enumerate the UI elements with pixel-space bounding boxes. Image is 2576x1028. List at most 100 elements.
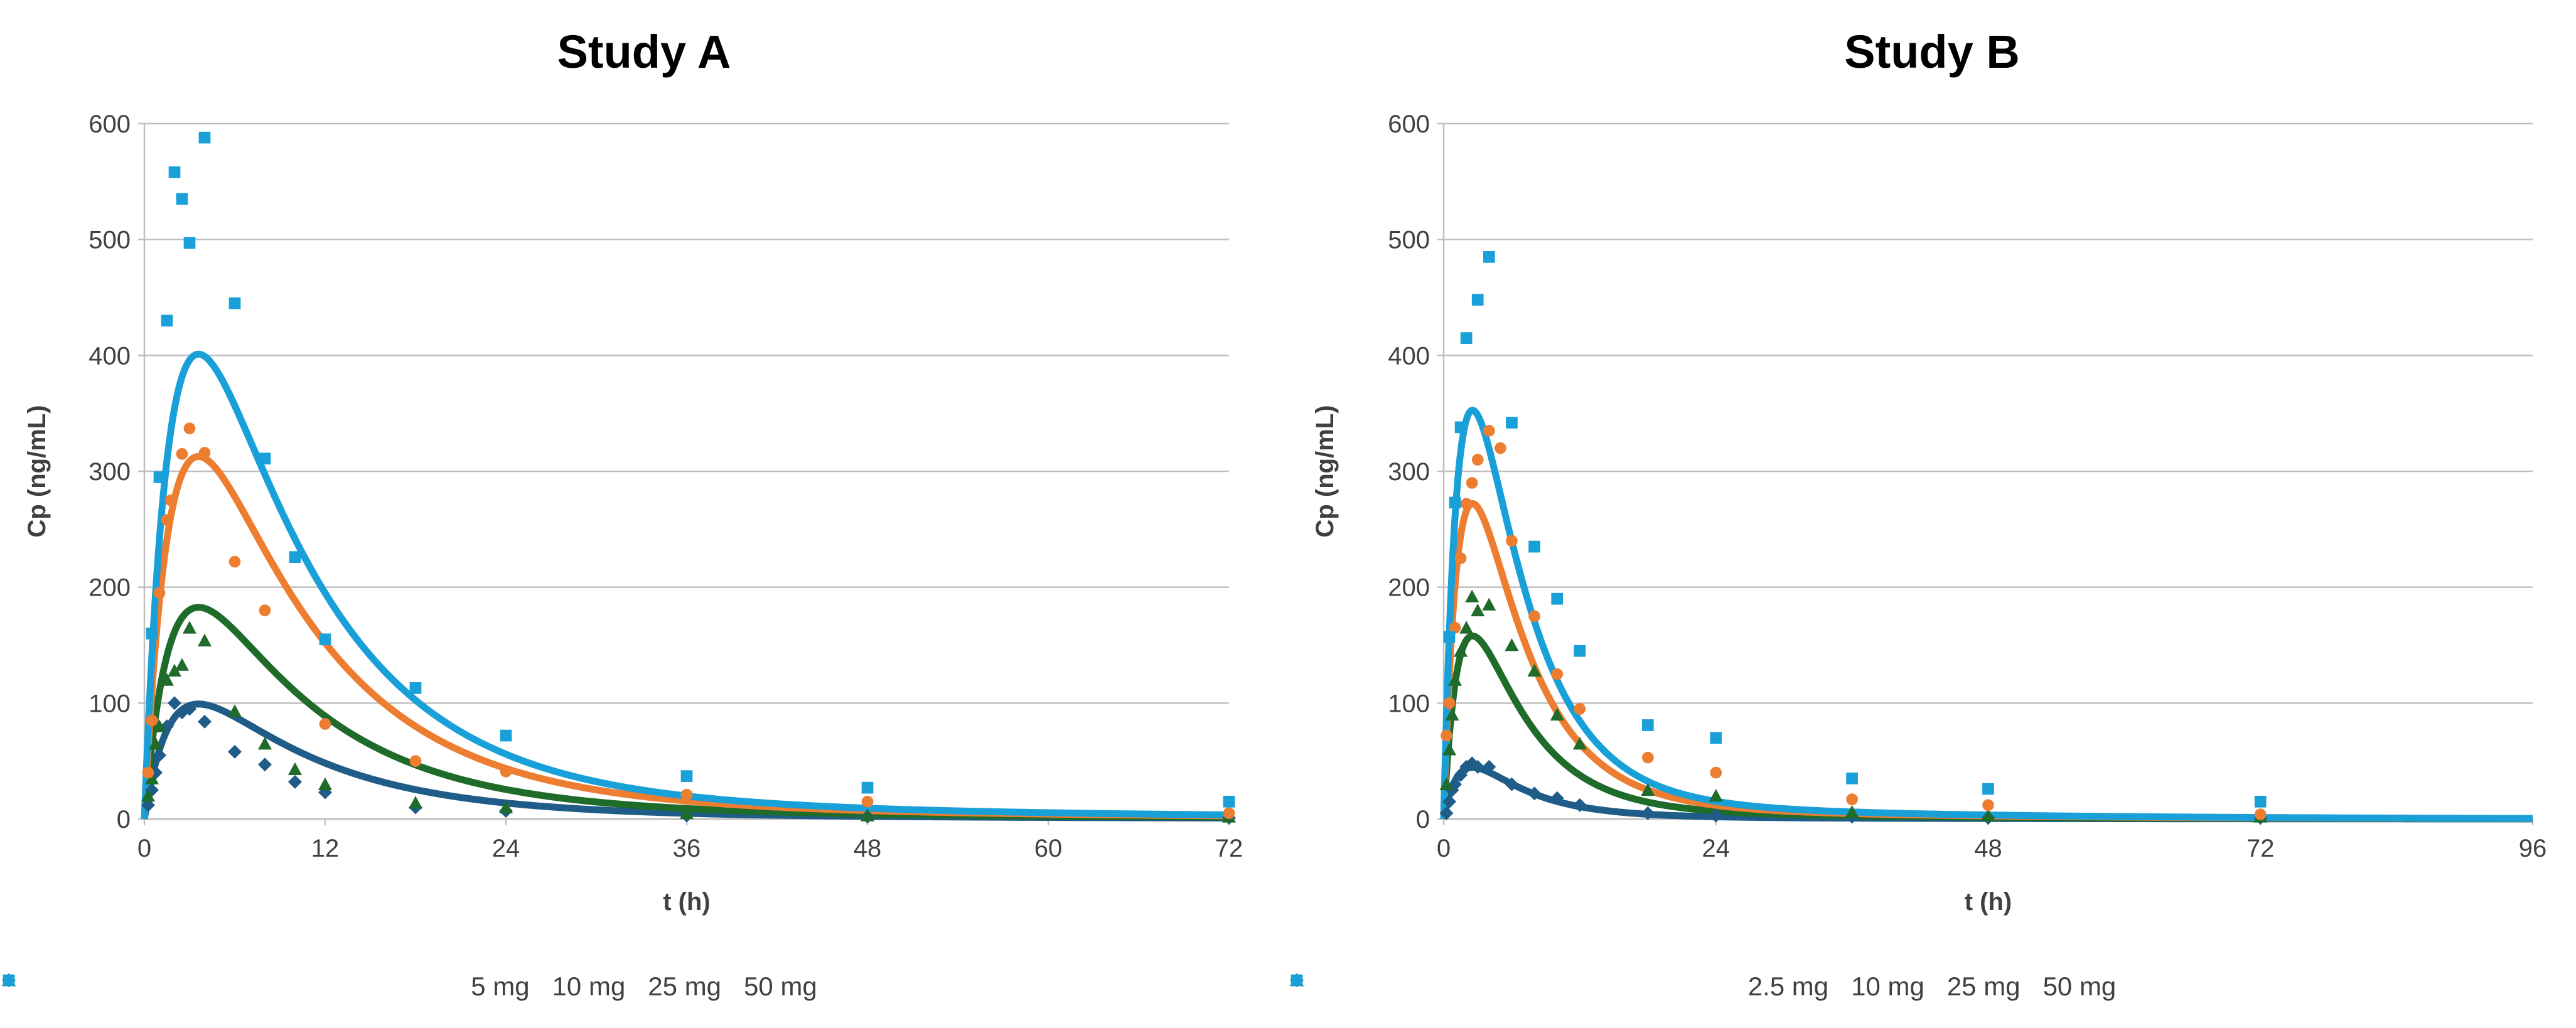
legend-entry: 2.5 mg [1290,972,1828,1002]
data-point-50-mg [153,471,166,483]
data-point-25-mg [1460,498,1473,510]
data-point-5-mg [288,774,302,789]
data-point-10-mg [1641,783,1655,796]
data-point-25-mg [228,555,241,568]
data-point-10-mg [1505,638,1519,651]
data-point-10-mg [1981,808,1995,822]
data-point-10-mg [1459,621,1474,634]
y-tick-label: 500 [89,227,131,254]
data-point-10-mg [1527,663,1542,677]
y-tick-label: 600 [89,110,131,138]
legend-marker-icon [3,974,15,987]
data-point-10-mg [1572,736,1587,750]
data-point-50-mg [1641,719,1654,731]
data-point-50-mg [1443,631,1456,643]
data-point-10-mg [1439,777,1454,790]
data-point-10-mg [228,704,242,717]
x-axis-label: t (h) [1965,888,2012,916]
fit-curve-25-mg [141,452,1231,820]
legend-label: 5 mg [471,972,530,1001]
data-point-25-mg [176,447,188,460]
data-point-25-mg [1466,477,1478,489]
data-point-50-mg [289,551,301,564]
data-point-2.5-mg [1471,759,1485,774]
data-point-25-mg [1483,425,1495,437]
chart-title: Study A [557,26,731,78]
x-tick-label: 12 [311,835,340,862]
chart-title: Study B [1844,26,2020,78]
data-point-50-mg [198,131,211,144]
data-point-25-mg [1506,535,1518,547]
data-point-2.5-mg [1505,777,1519,791]
y-axis-label: Cp (ng/mL) [1311,405,1339,537]
x-axis-label: t (h) [663,888,711,916]
data-point-50-mg [680,770,693,783]
data-point-25-mg [500,765,512,778]
data-point-50-mg [161,314,173,327]
x-tick-label: 48 [854,835,882,862]
data-point-10-mg [168,663,181,677]
data-point-10-mg [861,808,874,822]
data-point-10-mg [183,621,196,634]
data-point-10-mg [318,777,332,790]
x-tick-label: 72 [1215,835,1243,862]
x-tick-label: 0 [1437,835,1451,862]
y-tick-label: 400 [89,342,131,370]
chart-legend: 5 mg 10 mg 25 mg 50 mg [0,972,1288,1002]
data-point-50-mg [1454,421,1467,434]
data-point-5-mg [228,744,242,759]
data-point-25-mg [164,494,177,506]
data-point-10-mg [149,736,163,750]
data-point-25-mg [409,755,422,768]
data-point-5-mg [183,702,196,716]
data-point-10-mg [160,673,174,686]
data-point-50-mg [409,682,422,694]
data-point-50-mg [228,297,241,309]
chart-legend: 2.5 mg 10 mg 25 mg 50 mg [1288,972,2576,1002]
data-point-50-mg [1982,783,1994,795]
legend-label: 50 mg [2042,972,2117,1001]
data-point-25-mg [861,795,874,808]
y-axis-label: Cp (ng/mL) [23,405,51,537]
data-point-50-mg [1574,645,1586,657]
data-point-25-mg [2254,808,2267,820]
y-tick-label: 400 [1388,342,1430,370]
x-tick-label: 96 [2519,835,2547,862]
legend-label: 50 mg [744,972,817,1001]
data-point-2.5-mg [1465,756,1479,771]
data-point-10-mg [1845,805,1859,818]
x-tick-label: 24 [1702,835,1731,862]
data-point-25-mg [1443,697,1456,709]
data-point-25-mg [198,447,211,459]
data-point-25-mg [183,422,196,435]
data-point-10-mg [175,658,189,671]
data-point-25-mg [1641,751,1654,764]
data-point-50-mg [1506,417,1518,429]
data-point-50-mg [1449,496,1461,509]
data-point-5-mg [258,758,272,772]
data-point-50-mg [2254,795,2267,808]
x-tick-label: 24 [492,835,520,862]
data-point-10-mg [1442,742,1457,756]
legend-entry: 25 mg [3,972,721,1002]
data-point-10-mg [141,789,155,802]
data-point-25-mg [1710,766,1722,779]
data-point-25-mg [1982,799,1994,811]
data-point-25-mg [1551,668,1564,680]
y-tick-label: 100 [1388,690,1430,717]
data-point-25-mg [161,514,173,526]
data-point-10-mg [1454,644,1468,657]
data-point-10-mg [145,771,159,784]
data-point-10-mg [1448,673,1462,686]
data-point-50-mg [861,781,874,794]
data-point-50-mg [500,729,512,742]
data-point-50-mg [1223,795,1235,808]
chart-plot-area: 0 100 200 300 400 500 600 0 24 48 72 96 t (h) Cp (ng/… [1311,110,2547,916]
fit-curve-10-mg [141,604,1231,821]
x-tick-label: 48 [1974,835,2002,862]
data-point-25-mg [680,788,693,801]
data-point-2.5-mg [1709,808,1723,823]
data-point-25-mg [1495,442,1506,454]
data-point-2.5-mg [1482,759,1496,774]
data-point-50-mg [319,633,331,646]
